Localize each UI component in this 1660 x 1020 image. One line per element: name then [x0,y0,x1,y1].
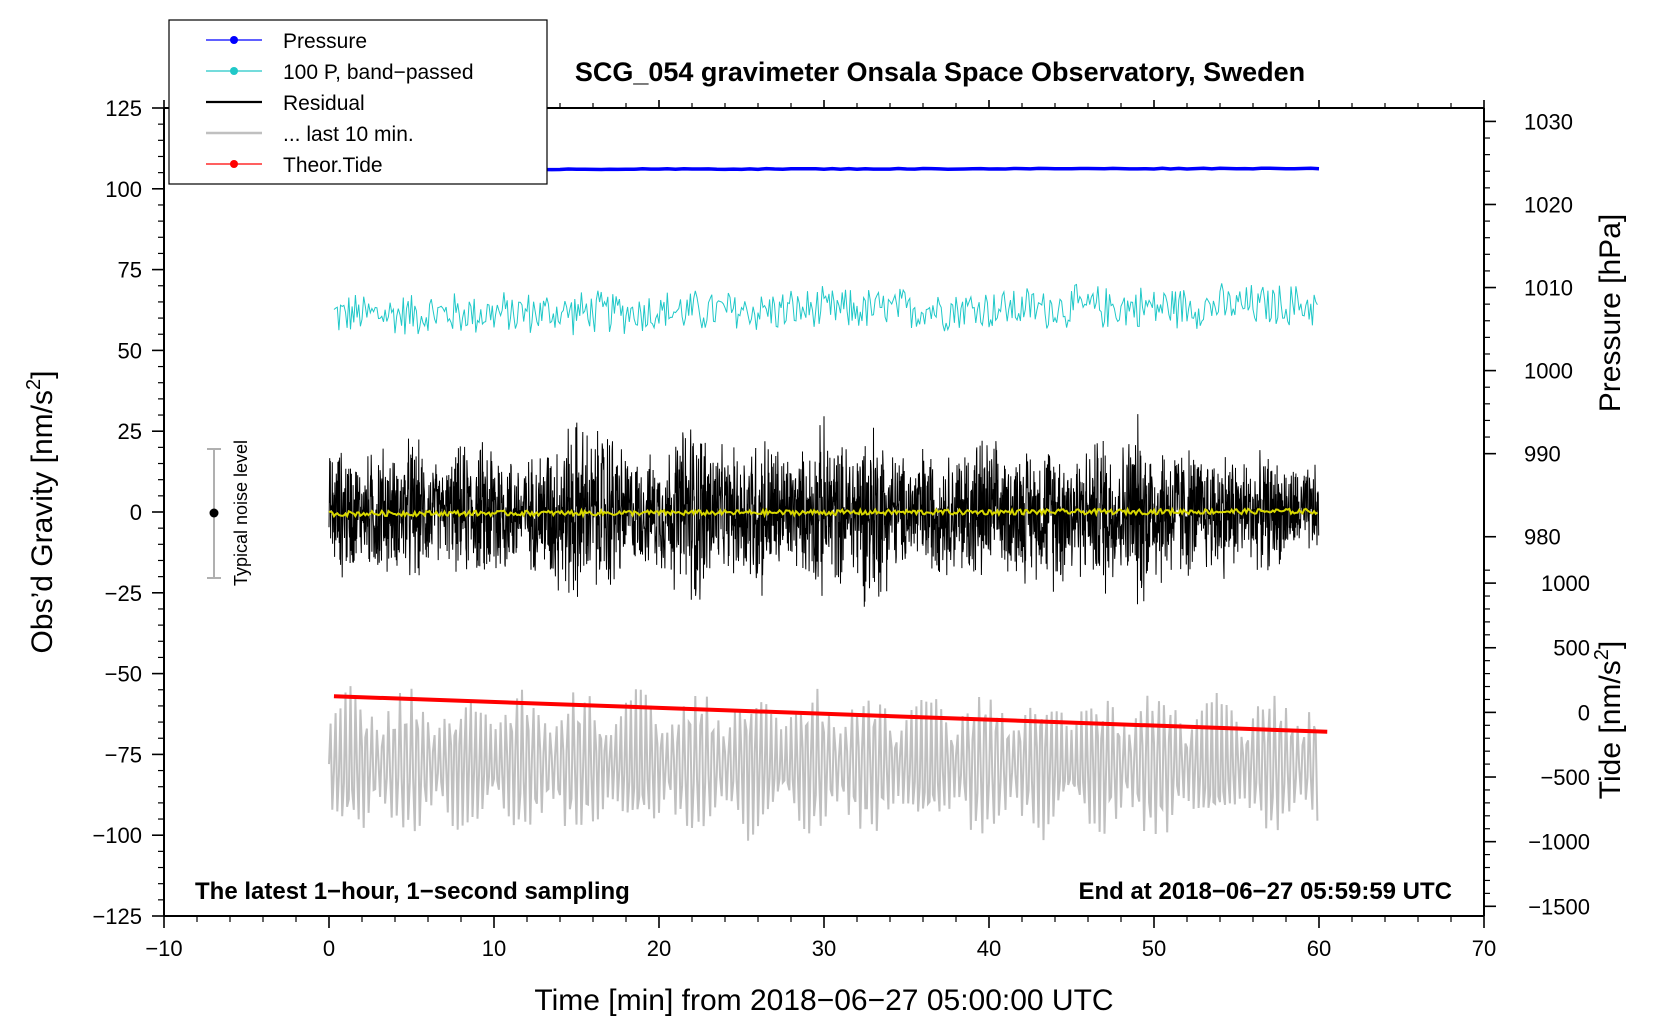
x-tick-label: 0 [323,936,335,961]
x-tick-label: 40 [977,936,1001,961]
y-tick-label: −25 [105,581,142,606]
series-theor-tide [333,694,1328,734]
y-axis-title-end: ] [26,371,59,379]
tide-axis-title-end: ] [1594,641,1627,649]
x-tick-label: 50 [1142,936,1166,961]
axis-ticks: −10 0 10 20 30 40 50 60 701251007550250−25−50−75… [92,96,1590,961]
pressure-tick-label: 1010 [1524,276,1573,301]
x-tick-label: 60 [1307,936,1331,961]
tide-tick-label: −1500 [1528,894,1590,919]
x-tick-label: 20 [647,936,671,961]
tide-axis-title-sup: 2 [1591,649,1613,660]
tide-tick-label: 0 [1578,700,1590,725]
y-tick-label: 0 [130,500,142,525]
x-tick-label: −10 [145,936,182,961]
noise-level-dot [209,508,219,518]
legend-label: Residual [283,92,365,115]
legend-marker [230,36,238,44]
pressure-tick-label: 1020 [1524,192,1573,217]
annotation-right: End at 2018−06−27 05:59:59 UTC [1078,878,1452,905]
y-axis-title: Obs’d Gravity [nm/s2] [23,371,59,654]
series-residual [328,414,1320,607]
x-tick-label: 30 [812,936,836,961]
y-tick-label: 25 [118,419,142,444]
series-last-10-min [328,686,1319,841]
tide-tick-label: 1000 [1541,571,1590,596]
y-tick-label: 50 [118,338,142,363]
y-axis-title-main: Obs’d Gravity [nm/s [26,390,59,653]
y-axis-title-sup: 2 [23,379,45,390]
x-axis-title: Time [min] from 2018−06−27 05:00:00 UTC [534,984,1113,1017]
pressure-tick-label: 1000 [1524,359,1573,384]
series-layer [328,166,1328,841]
x-tick-label: 10 [482,936,506,961]
series-bandpassed-pressure [333,283,1318,336]
y-tick-label: −75 [105,742,142,767]
tide-axis-title: Tide [nm/s2] [1591,641,1627,799]
annotation-left: The latest 1−hour, 1−second sampling [195,878,630,905]
pressure-tick-label: 980 [1524,525,1561,550]
noise-level-indicator: Typical noise level [207,440,251,586]
y-tick-label: 100 [105,177,142,202]
x-tick-label: 70 [1472,936,1496,961]
series-residual-mean [328,506,1319,519]
tide-axis-title-main: Tide [nm/s [1594,660,1627,799]
tide-tick-label: 500 [1553,636,1590,661]
legend-marker [230,67,238,75]
legend: Pressure 100 P, band−passed Residual ... la… [168,19,548,185]
noise-level-label: Typical noise level [231,440,251,586]
y-tick-label: 75 [118,258,142,283]
legend-label: Theor.Tide [283,154,383,177]
chart-title: SCG_054 gravimeter Onsala Space Observat… [575,57,1305,87]
tide-tick-label: −500 [1540,765,1590,790]
y-tick-label: −50 [105,662,142,687]
pressure-tick-label: 990 [1524,442,1561,467]
legend-marker [230,160,238,168]
y-tick-label: −100 [92,823,142,848]
pressure-axis-title: Pressure [hPa] [1594,214,1627,412]
tide-tick-label: −1000 [1528,830,1590,855]
legend-label: 100 P, band−passed [283,61,474,84]
legend-label: Pressure [283,30,367,53]
legend-label: ... last 10 min. [283,123,414,146]
legend-items: Pressure 100 P, band−passed Residual ... la… [206,30,474,177]
y-tick-label: −125 [92,904,142,929]
pressure-tick-label: 1030 [1524,109,1573,134]
y-tick-label: 125 [105,96,142,121]
